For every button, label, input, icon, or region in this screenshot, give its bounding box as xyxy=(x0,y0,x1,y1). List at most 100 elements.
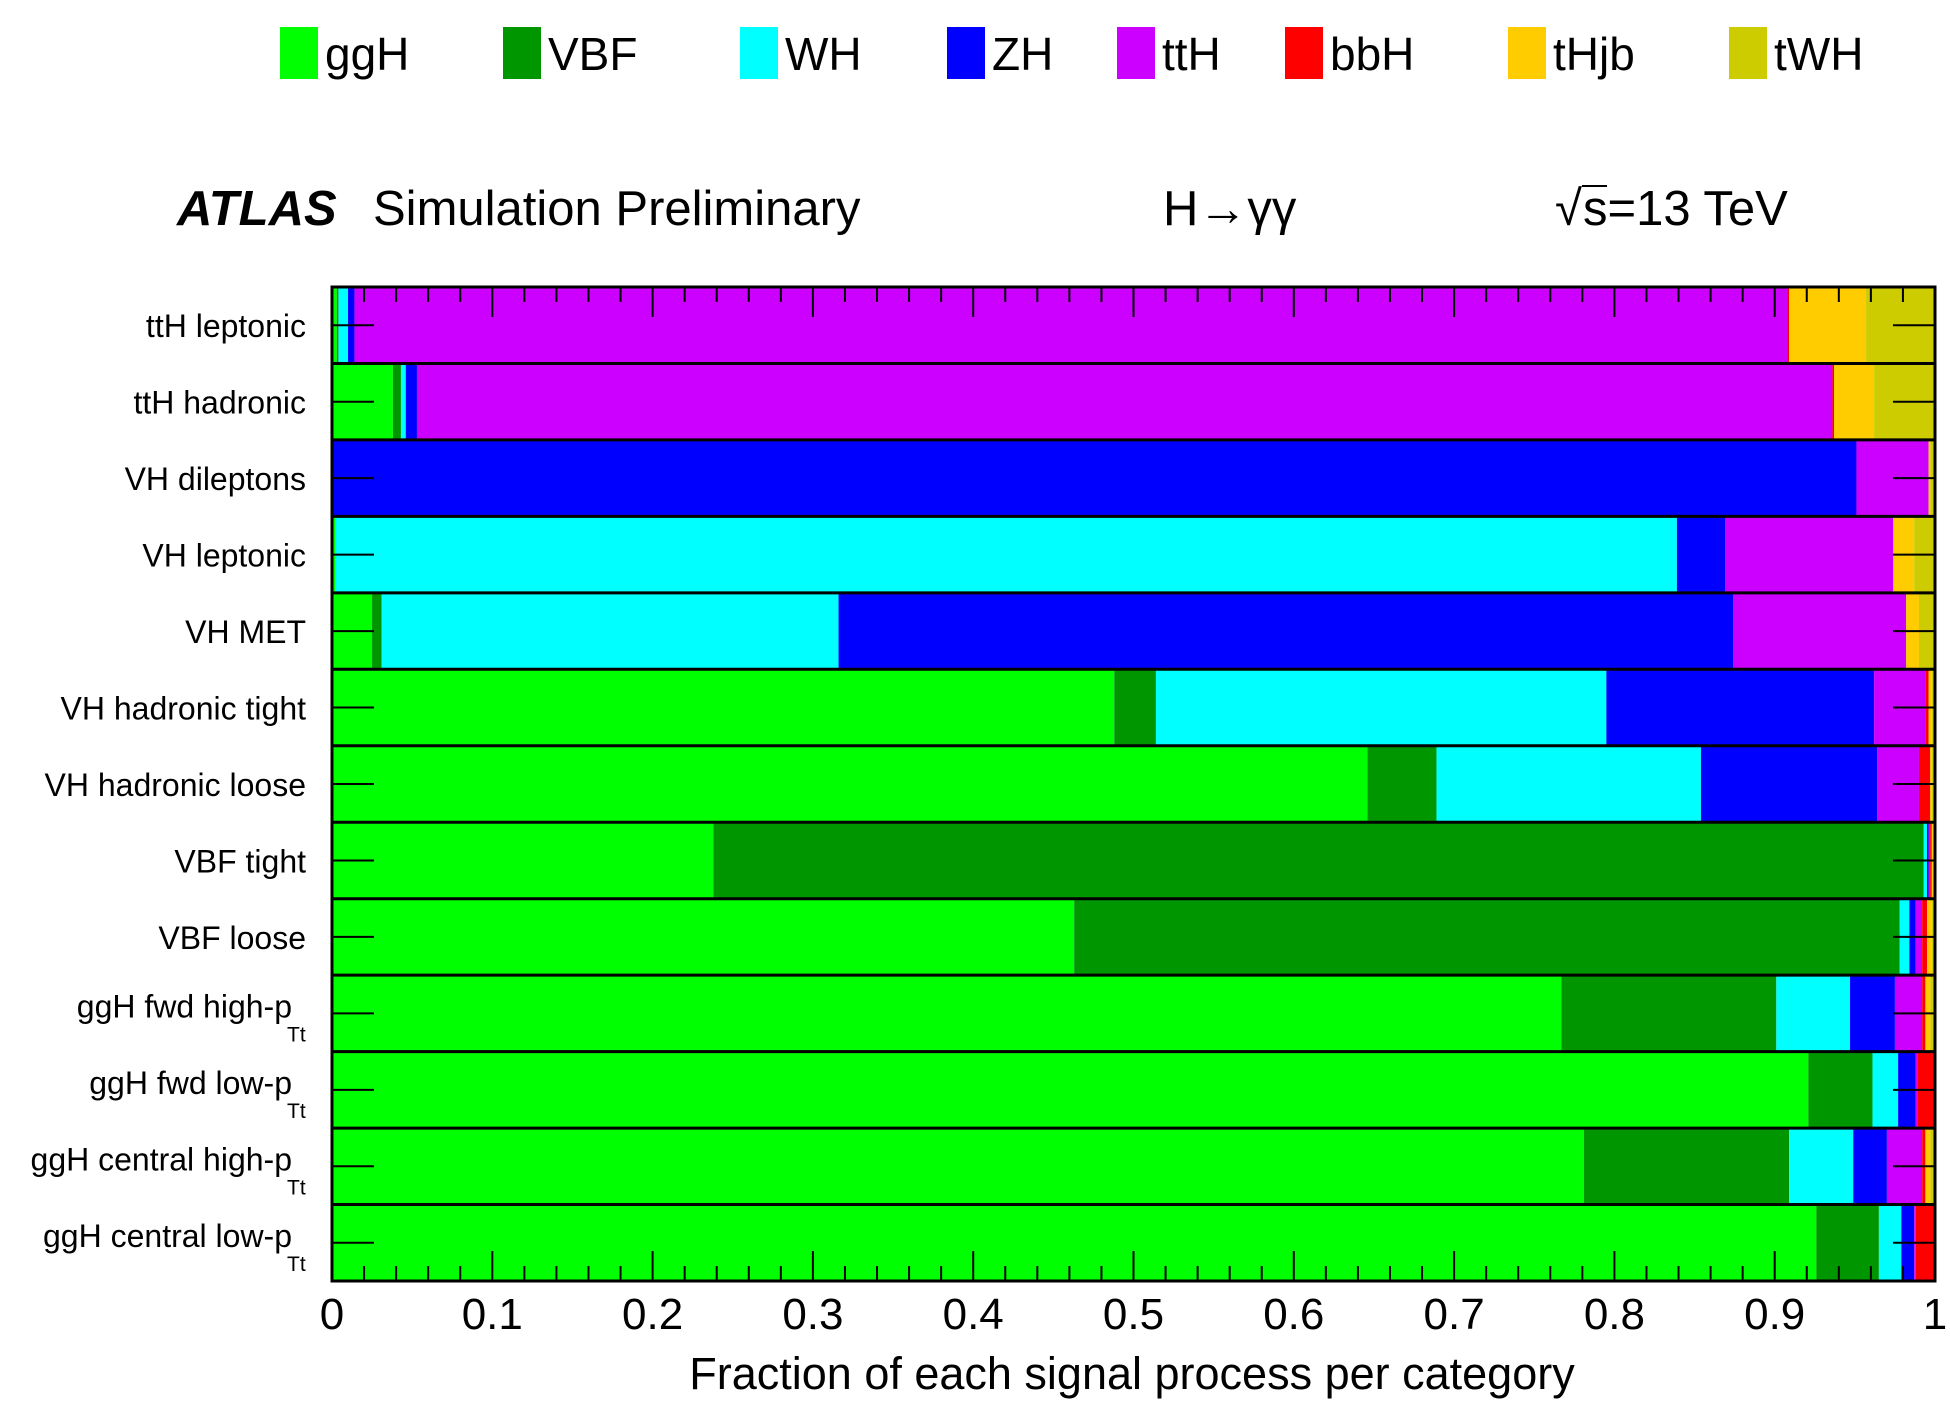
bar-row xyxy=(332,667,1935,746)
y-tick-label: ggH fwd low-p xyxy=(89,1065,292,1101)
legend-label: ZH xyxy=(992,28,1053,80)
legend-swatch xyxy=(503,27,541,79)
legend-item-twh: tWH xyxy=(1729,27,1863,80)
x-tick-label: 0.6 xyxy=(1263,1290,1324,1339)
y-tick-label: ggH central high-p xyxy=(31,1141,292,1177)
bar-row xyxy=(332,1126,1935,1205)
legend-item-bbh: bbH xyxy=(1285,27,1414,80)
bar-segment-zh xyxy=(1676,516,1726,593)
bar-row xyxy=(332,1050,1935,1129)
x-tick-label: 0.1 xyxy=(462,1290,523,1339)
y-tick-label: VBF loose xyxy=(158,920,306,956)
bar-segment-zh xyxy=(1850,975,1895,1052)
x-axis-title: Fraction of each signal process per cate… xyxy=(689,1348,1575,1399)
x-tick-label: 0.4 xyxy=(943,1290,1004,1339)
y-tick-label-subscript: Tt xyxy=(287,1253,306,1276)
legend-item-zh: ZH xyxy=(947,27,1053,80)
y-axis-labels: ttH leptonic ttH hadronic VH dileptons VH l… xyxy=(31,308,307,1276)
y-tick-label-subscript: Tt xyxy=(287,1176,306,1199)
bar-segment-vbf xyxy=(1583,1128,1790,1205)
y-tick-label: ttH leptonic xyxy=(146,308,306,344)
bar-segment-vbf xyxy=(392,363,401,440)
bar-segment-wh xyxy=(1878,1204,1902,1281)
process-label: H→γγ xyxy=(1163,182,1297,236)
y-tick-label: VH hadronic tight xyxy=(61,691,307,727)
y-tick-label: VBF tight xyxy=(174,843,306,879)
bar-segment-ggh xyxy=(332,1204,1817,1281)
y-tick-label: ggH central low-p xyxy=(43,1218,292,1254)
bar-segment-vbf xyxy=(1367,745,1437,823)
bar-row xyxy=(332,514,1935,593)
bar-segment-ggh xyxy=(332,669,1115,746)
bar-segment-ggh xyxy=(332,822,714,899)
bar-segment-bbh xyxy=(1832,363,1835,440)
bar-segment-ggh xyxy=(332,898,1075,976)
legend-label: bbH xyxy=(1330,28,1414,80)
bar-segment-wh xyxy=(1436,745,1701,823)
legend-item-vbf: VBF xyxy=(503,27,637,80)
energy-label: s=13 TeV xyxy=(1583,182,1788,236)
bar-segment-wh xyxy=(1789,1128,1854,1205)
bar-segment-wh xyxy=(400,363,406,440)
bar-segment-thjb xyxy=(1789,287,1867,364)
energy-sqrt-symbol: √ xyxy=(1555,182,1582,236)
bar-segment-zh xyxy=(1700,745,1878,823)
bar-segment-zh xyxy=(405,363,417,440)
bar-row xyxy=(332,1203,1935,1281)
x-tick-label: 0.7 xyxy=(1424,1290,1485,1339)
legend-swatch xyxy=(740,27,778,79)
y-tick-label: VH MET xyxy=(185,614,306,650)
status-label: Simulation Preliminary xyxy=(373,182,861,236)
y-tick-label-subscript: Tt xyxy=(287,1100,306,1123)
legend-swatch xyxy=(1729,27,1767,79)
x-tick-label: 0.9 xyxy=(1744,1290,1805,1339)
bar-segment-vbf xyxy=(1114,669,1156,746)
legend: ggH VBF WH ZH ttH bbH tHjb tWH xyxy=(280,27,1863,80)
y-tick-label: VH hadronic loose xyxy=(45,767,306,803)
bar-segment-vbf xyxy=(1816,1204,1879,1281)
bar-segment-tth xyxy=(354,287,1788,364)
bar-segment-tth xyxy=(1725,516,1894,593)
ticks xyxy=(331,287,1936,1281)
bar-segment-wh xyxy=(1155,669,1607,746)
legend-label: tHjb xyxy=(1553,28,1635,80)
bar-segment-vbf xyxy=(713,822,1924,899)
bar-row xyxy=(332,897,1935,976)
legend-label: tWH xyxy=(1774,28,1863,80)
legend-label: ttH xyxy=(1162,28,1221,80)
legend-label: ggH xyxy=(325,28,409,80)
legend-swatch xyxy=(1285,27,1323,79)
legend-swatch xyxy=(1508,27,1546,79)
legend-item-wh: WH xyxy=(740,27,862,80)
bar-segment-vbf xyxy=(1074,898,1900,976)
bar-segment-zh xyxy=(1606,669,1875,746)
bar-row xyxy=(332,591,1935,670)
bar-segment-ggh xyxy=(332,975,1562,1052)
bar-segment-vbf xyxy=(1808,1051,1873,1129)
bar-segment-vbf xyxy=(1561,975,1777,1052)
atlas-label: ATLAS xyxy=(176,182,337,236)
bar-segment-ggh xyxy=(332,1128,1584,1205)
bar-row xyxy=(332,744,1935,823)
y-tick-label: ttH hadronic xyxy=(133,385,306,421)
bar-segment-wh xyxy=(335,516,1677,593)
y-tick-label: ggH fwd high-p xyxy=(77,988,292,1024)
x-tick-label: 0.5 xyxy=(1103,1290,1164,1339)
bar-segment-wh xyxy=(381,592,839,670)
bar-segment-zh xyxy=(1853,1128,1887,1205)
y-axis-ticks xyxy=(332,324,1935,1244)
bar-segment-wh xyxy=(1776,975,1851,1052)
legend-swatch xyxy=(947,27,985,79)
legend-item-thjb: tHjb xyxy=(1508,27,1635,80)
legend-item-tth: ttH xyxy=(1117,27,1221,80)
bars xyxy=(332,285,1935,1281)
y-tick-label: VH dileptons xyxy=(125,461,306,497)
bar-row xyxy=(332,820,1935,899)
bar-row xyxy=(332,361,1935,440)
bar-row xyxy=(332,438,1935,517)
x-tick-label: 0 xyxy=(320,1290,344,1339)
bar-segment-zh xyxy=(332,439,1857,517)
bar-segment-zh xyxy=(838,592,1734,670)
bar-segment-tth xyxy=(416,363,1833,440)
